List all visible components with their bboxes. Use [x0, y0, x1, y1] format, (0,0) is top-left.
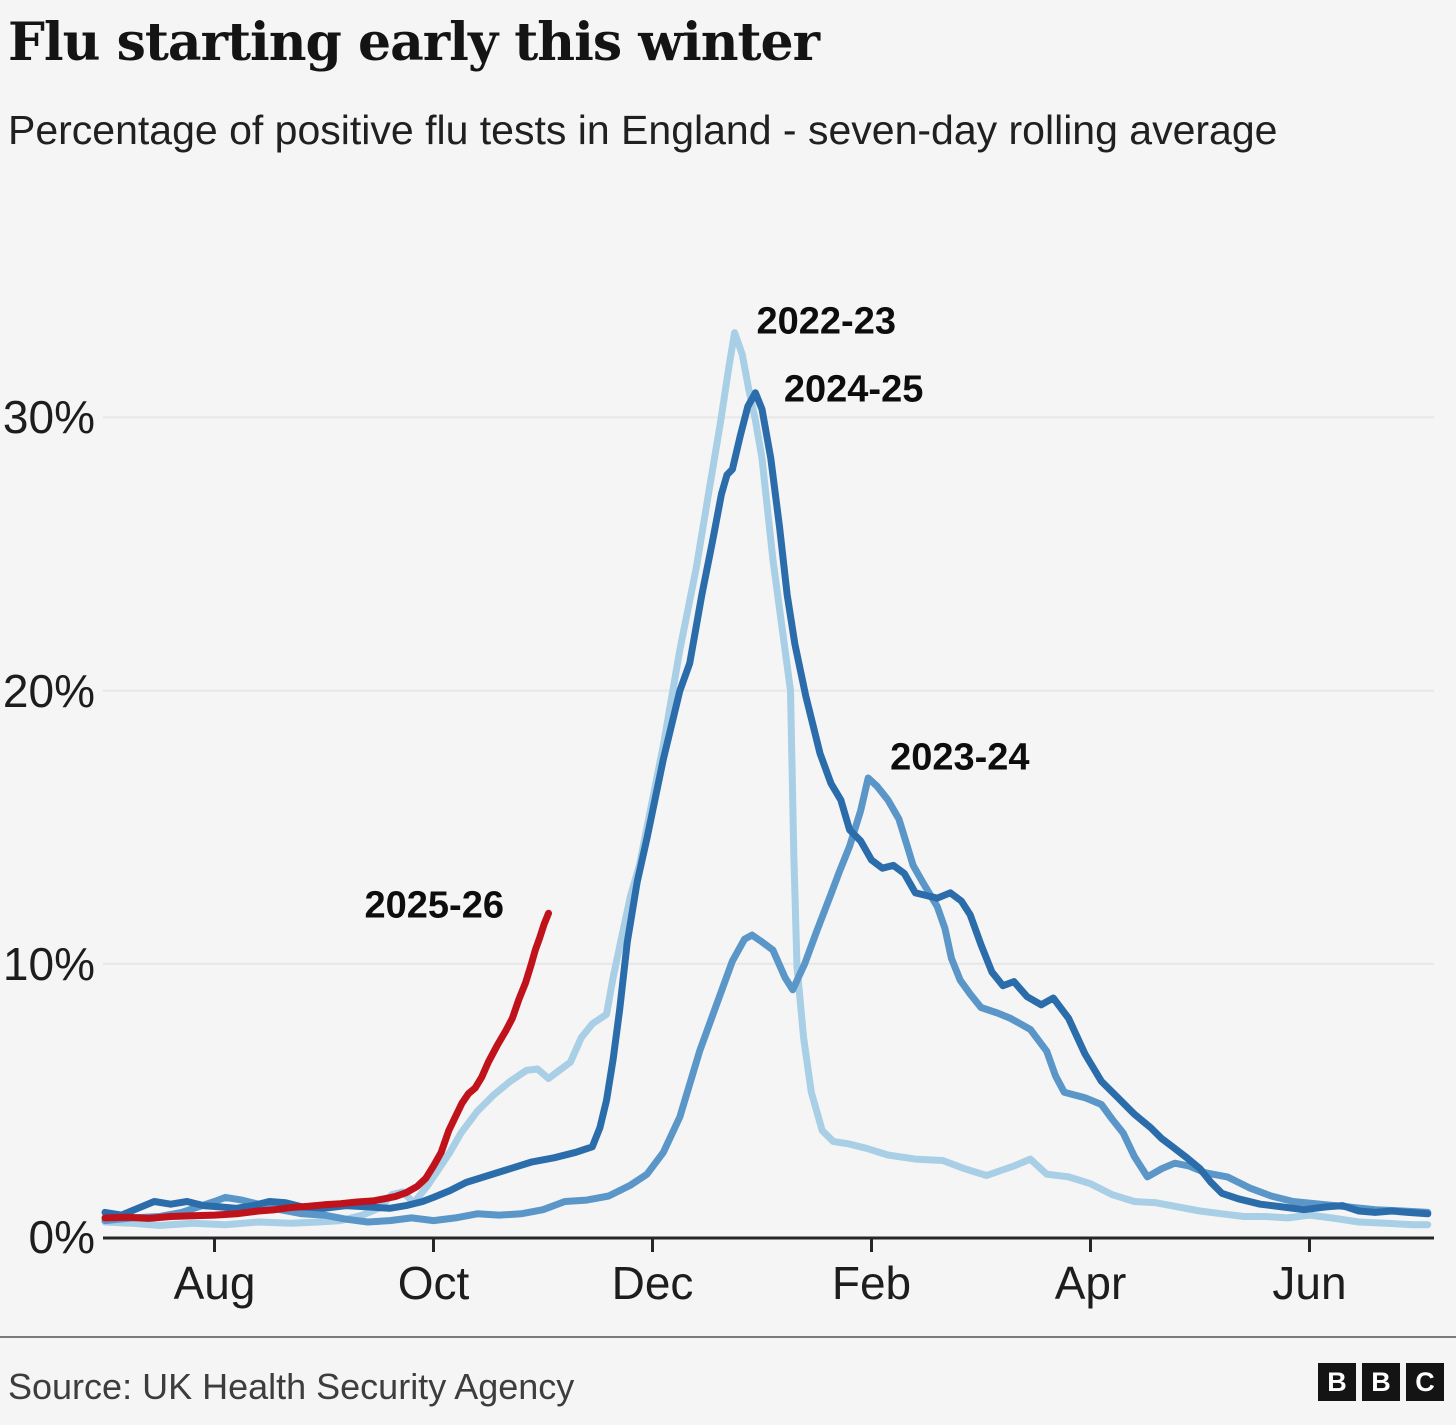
series-label-2022-23: 2022-23 — [756, 300, 896, 343]
series-line-2025-26 — [101, 909, 552, 1222]
y-axis-label-30%: 30% — [2, 391, 95, 444]
bbc-logo-letter: B — [1362, 1363, 1400, 1401]
series-line-2023-24 — [101, 774, 1432, 1226]
source-attribution: Source: UK Health Security Agency — [8, 1366, 575, 1407]
series-label-2025-26: 2025-26 — [364, 884, 504, 927]
chart-subtitle: Percentage of positive flu tests in Engl… — [8, 107, 1278, 153]
bbc-logo-letter: C — [1406, 1363, 1444, 1401]
series-label-2024-25: 2024-25 — [783, 368, 924, 411]
x-axis-label-Apr: Apr — [1054, 1257, 1127, 1309]
page-title: Flu starting early this winter — [8, 12, 820, 73]
y-axis-label-20%: 20% — [2, 664, 95, 717]
footer-divider — [0, 1336, 1456, 1338]
bbc-logo-letter: B — [1318, 1363, 1356, 1401]
x-axis-label-Dec: Dec — [611, 1257, 694, 1309]
series-line-2022-23 — [101, 329, 1432, 1229]
x-axis-label-Oct: Oct — [397, 1257, 470, 1309]
y-axis-label-0%: 0% — [28, 1211, 95, 1263]
y-axis-label-10%: 10% — [2, 937, 95, 990]
x-axis-label-Aug: Aug — [173, 1257, 256, 1309]
series-line-2024-25 — [101, 389, 1432, 1219]
x-axis-label-Jun: Jun — [1272, 1257, 1347, 1309]
series-label-2023-24: 2023-24 — [890, 736, 1030, 779]
bbc-logo: B B C — [1318, 1363, 1444, 1401]
x-axis-label-Feb: Feb — [831, 1257, 912, 1309]
